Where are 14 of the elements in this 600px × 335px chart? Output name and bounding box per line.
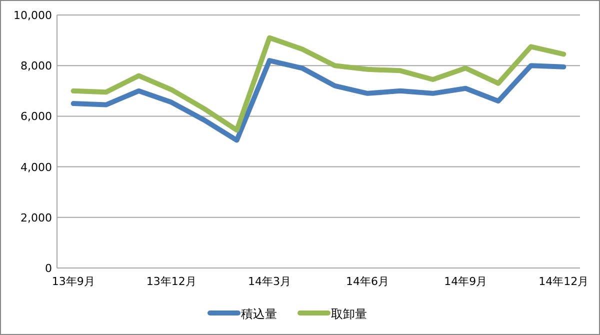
y-tick-label: 2,000 [20,211,52,224]
x-tick-label: 14年9月 [444,275,488,288]
x-tick-label: 14年3月 [248,275,291,288]
x-tick-label: 13年9月 [52,275,95,288]
y-tick-label: 6,000 [20,110,52,124]
y-tick-label: 10,000 [14,9,52,22]
legend-label: 取卸量 [331,307,367,321]
x-tick-label: 14年12月 [538,275,589,288]
y-tick-label: 0 [45,262,52,275]
x-tick-label: 13年12月 [146,275,196,288]
x-tick-label: 14年6月 [346,275,390,288]
legend-label: 積込量 [241,307,277,321]
y-tick-label: 8,000 [20,60,52,73]
y-tick-label: 4,000 [20,160,52,174]
